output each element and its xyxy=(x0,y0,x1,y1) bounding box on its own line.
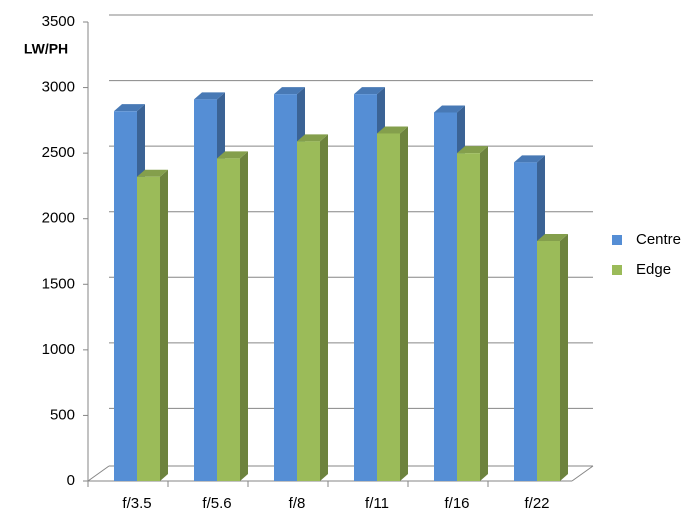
bar xyxy=(137,176,160,481)
legend-swatch xyxy=(612,235,622,245)
bar xyxy=(194,99,217,482)
bar-top xyxy=(137,169,168,177)
bar-top xyxy=(194,92,225,100)
bar-top xyxy=(537,234,568,242)
x-tick-label: f/16 xyxy=(444,495,469,512)
y-tick-label: 2000 xyxy=(42,210,75,227)
bar-top xyxy=(434,105,465,113)
floor-edge xyxy=(87,465,110,482)
bar xyxy=(354,94,377,481)
y-tick-label: 3500 xyxy=(42,13,75,30)
bar-top xyxy=(114,104,145,112)
bar xyxy=(274,94,297,481)
bar-top xyxy=(354,87,385,95)
y-axis-title: LW/PH xyxy=(24,41,68,57)
x-tick-label: f/8 xyxy=(289,495,306,512)
bar xyxy=(297,141,320,481)
x-tick-label: f/11 xyxy=(365,495,389,512)
bar-side xyxy=(160,169,168,481)
bar-side xyxy=(400,126,408,481)
bar xyxy=(114,111,137,482)
x-tick-label: f/5.6 xyxy=(202,495,231,512)
y-tick-label: 0 xyxy=(67,472,75,489)
bar xyxy=(537,241,560,481)
bar-top xyxy=(514,155,545,163)
y-tick-label: 1500 xyxy=(42,275,75,292)
bar-top xyxy=(377,126,408,134)
legend-label: Edge xyxy=(636,261,671,278)
x-tick-label: f/3.5 xyxy=(122,495,151,512)
bar-top xyxy=(217,151,248,159)
floor-edge xyxy=(571,465,594,482)
y-tick-label: 500 xyxy=(50,406,75,423)
bar-side xyxy=(480,146,488,481)
bar-side xyxy=(320,134,328,481)
y-tick-label: 2500 xyxy=(42,144,75,161)
x-tick-label: f/22 xyxy=(524,495,549,512)
bar xyxy=(217,158,240,482)
bar-side xyxy=(240,151,248,482)
legend-label: Centre xyxy=(636,231,681,248)
bar xyxy=(514,162,537,481)
legend-swatch xyxy=(612,265,622,275)
bar xyxy=(457,153,480,481)
y-tick-label: 3000 xyxy=(42,79,75,96)
bar-top xyxy=(297,134,328,142)
bar-side xyxy=(560,234,568,481)
y-tick-label: 1000 xyxy=(42,341,75,358)
bar xyxy=(377,133,400,481)
bar xyxy=(434,112,457,481)
bar-top xyxy=(274,87,305,95)
bar-top xyxy=(457,146,488,154)
